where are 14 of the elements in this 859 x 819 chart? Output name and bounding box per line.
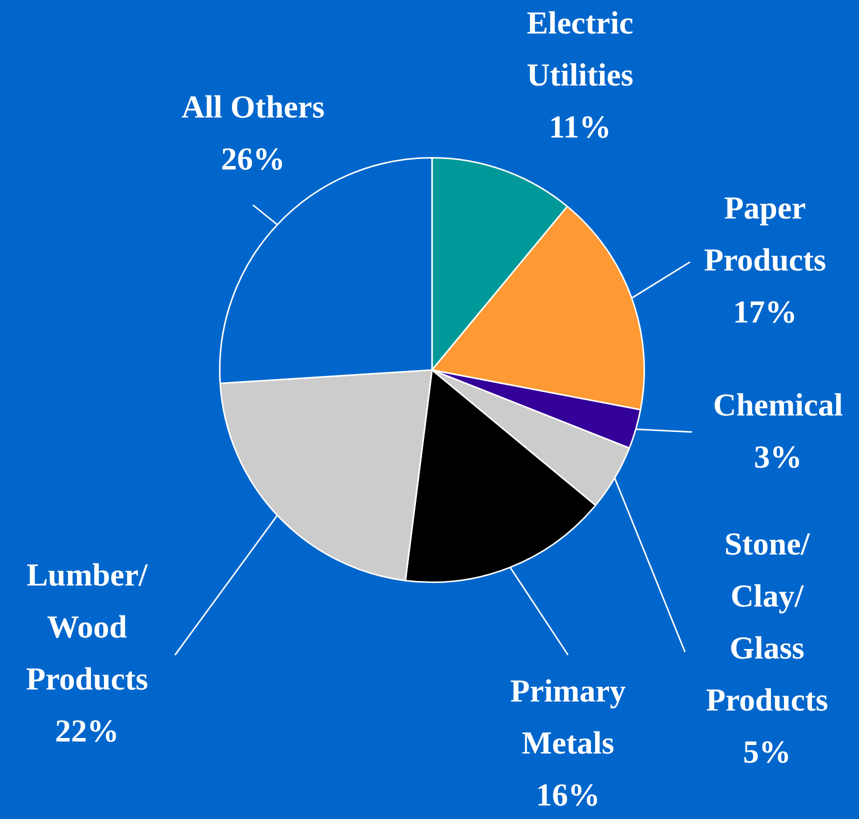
data-label: 3% xyxy=(754,438,802,474)
data-label: 17% xyxy=(733,293,797,330)
slice-label: Stone/ Clay/ Glass Products xyxy=(706,525,828,718)
data-label: 16% xyxy=(536,776,600,812)
slice-label: Primary Metals xyxy=(510,672,626,760)
slice-label: Lumber/ Wood Products xyxy=(26,556,149,696)
slice-label: Chemical xyxy=(713,386,843,422)
slice-label: Paper Products xyxy=(704,189,826,278)
data-label: 26% xyxy=(221,140,285,176)
slice-label: Electric Utilities xyxy=(526,4,634,92)
data-label: 11% xyxy=(548,108,612,144)
data-label: 22% xyxy=(55,712,119,748)
data-label: 5% xyxy=(743,733,791,770)
slice-label: All Others xyxy=(181,88,325,124)
